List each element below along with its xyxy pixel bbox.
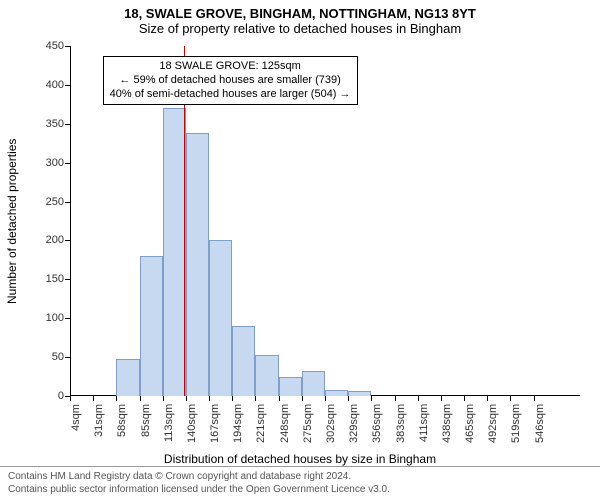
x-axis-label: Distribution of detached houses by size … [0, 452, 600, 466]
x-tick-label: 438sqm [441, 404, 453, 443]
x-tick-mark [395, 396, 396, 401]
y-axis [70, 46, 71, 396]
x-tick-mark [140, 396, 141, 401]
x-tick-label: 275sqm [302, 404, 314, 443]
x-tick-label: 167sqm [209, 404, 221, 443]
y-tick-label: 50 [52, 351, 64, 363]
y-tick-label: 300 [46, 157, 64, 169]
y-tick-mark [65, 240, 70, 241]
x-tick-mark [464, 396, 465, 401]
x-tick-label: 248sqm [279, 404, 291, 443]
x-tick-mark [93, 396, 94, 401]
y-tick-mark [65, 318, 70, 319]
histogram-bar [348, 391, 371, 396]
x-tick-mark [186, 396, 187, 401]
x-tick-label: 411sqm [418, 404, 430, 442]
histogram-bar [302, 371, 325, 396]
x-tick-mark [418, 396, 419, 401]
y-tick-mark [65, 46, 70, 47]
histogram-bar [163, 108, 186, 396]
histogram-bar [279, 377, 302, 396]
x-tick-mark [116, 396, 117, 401]
y-tick-label: 400 [46, 79, 64, 91]
y-tick-label: 450 [46, 40, 64, 52]
histogram-bar [116, 359, 139, 396]
x-tick-label: 492sqm [487, 404, 499, 443]
x-tick-label: 113sqm [163, 404, 175, 442]
x-tick-label: 329sqm [348, 404, 360, 443]
y-tick-mark [65, 357, 70, 358]
y-tick-label: 350 [46, 118, 64, 130]
x-tick-label: 546sqm [534, 404, 546, 443]
x-tick-label: 519sqm [510, 404, 522, 443]
histogram-bar [209, 240, 232, 396]
x-tick-label: 58sqm [116, 404, 128, 437]
annotation-line: 40% of semi-detached houses are larger (… [110, 88, 351, 102]
x-tick-mark [325, 396, 326, 401]
y-tick-label: 200 [46, 234, 64, 246]
x-tick-label: 383sqm [395, 404, 407, 443]
y-tick-label: 100 [46, 312, 64, 324]
y-tick-mark [65, 202, 70, 203]
histogram-chart: 18, SWALE GROVE, BINGHAM, NOTTINGHAM, NG… [0, 0, 600, 500]
x-tick-label: 140sqm [186, 404, 198, 443]
footer-attribution: Contains HM Land Registry data © Crown c… [0, 466, 600, 500]
x-tick-label: 4sqm [70, 404, 82, 431]
chart-title-line2: Size of property relative to detached ho… [0, 21, 600, 36]
annotation-line: 18 SWALE GROVE: 125sqm [110, 60, 351, 74]
y-tick-mark [65, 124, 70, 125]
x-tick-mark [441, 396, 442, 401]
histogram-bar [255, 355, 278, 396]
y-axis-label: Number of detached properties [5, 138, 19, 303]
x-tick-label: 194sqm [232, 404, 244, 443]
footer-line2: Contains public sector information licen… [8, 484, 600, 497]
y-tick-mark [65, 163, 70, 164]
x-tick-mark [510, 396, 511, 401]
histogram-bar [186, 133, 209, 396]
x-tick-mark [163, 396, 164, 401]
x-tick-mark [371, 396, 372, 401]
annotation-box: 18 SWALE GROVE: 125sqm← 59% of detached … [103, 56, 358, 105]
x-tick-mark [232, 396, 233, 401]
x-tick-mark [487, 396, 488, 401]
y-tick-label: 0 [58, 390, 64, 402]
y-tick-label: 250 [46, 196, 64, 208]
x-tick-mark [348, 396, 349, 401]
y-tick-mark [65, 279, 70, 280]
x-tick-mark [209, 396, 210, 401]
y-tick-mark [65, 85, 70, 86]
footer-line1: Contains HM Land Registry data © Crown c… [8, 471, 600, 484]
x-tick-mark [302, 396, 303, 401]
x-tick-mark [255, 396, 256, 401]
x-tick-label: 31sqm [93, 404, 105, 437]
plot-area: 0501001502002503003504004504sqm31sqm58sq… [70, 46, 580, 396]
chart-title-line1: 18, SWALE GROVE, BINGHAM, NOTTINGHAM, NG… [0, 0, 600, 21]
x-tick-label: 302sqm [325, 404, 337, 443]
x-tick-label: 356sqm [371, 404, 383, 443]
x-tick-label: 465sqm [464, 404, 476, 443]
y-tick-label: 150 [46, 273, 64, 285]
x-tick-mark [70, 396, 71, 401]
histogram-bar [140, 256, 163, 396]
x-tick-label: 85sqm [140, 404, 152, 437]
x-tick-mark [279, 396, 280, 401]
histogram-bar [232, 326, 255, 396]
annotation-line: ← 59% of detached houses are smaller (73… [110, 74, 351, 88]
histogram-bar [325, 390, 348, 396]
x-tick-mark [534, 396, 535, 401]
x-tick-label: 221sqm [255, 404, 267, 443]
